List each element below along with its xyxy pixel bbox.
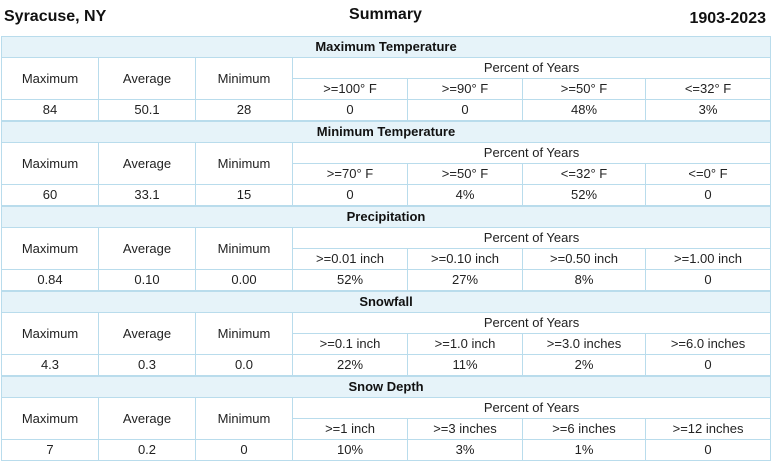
threshold-label: >=12 inches (644, 418, 771, 440)
value-cell: 22% (292, 354, 408, 376)
value-cell: 0 (195, 439, 293, 461)
percent-of-years-label: Percent of Years (292, 142, 771, 164)
stat-label: Minimum (195, 312, 293, 355)
value-cell: 0 (292, 184, 408, 206)
threshold-label: >=0.01 inch (292, 248, 408, 270)
stat-label: Minimum (195, 227, 293, 270)
section-title: Snow Depth (0, 376, 771, 398)
section-title: Minimum Temperature (1, 121, 771, 143)
value-cell: 0 (644, 354, 771, 376)
threshold-label: <=32° F (522, 163, 646, 185)
threshold-label: >=6.0 inches (644, 333, 771, 355)
value-cell: 3% (644, 99, 771, 121)
table-row: 7 0.2 0 10% 3% 1% 0 (1, 439, 771, 461)
page-header: Syracuse, NY Summary 1903-2023 (0, 0, 771, 36)
location-label: Syracuse, NY (4, 8, 107, 25)
section-title: Snowfall (0, 291, 771, 313)
value-cell: 50.1 (98, 99, 196, 121)
value-cell: 0.84 (1, 269, 99, 291)
percent-of-years-label: Percent of Years (291, 57, 771, 79)
page-title: Summary (349, 6, 422, 23)
value-cell: 4.3 (1, 354, 99, 376)
value-cell: 28 (195, 99, 293, 121)
value-cell: 0.3 (98, 354, 196, 376)
threshold-label: <=32° F (644, 78, 771, 100)
threshold-label: >=0.10 inch (407, 248, 523, 270)
value-cell: 11% (407, 354, 523, 376)
stat-label: Average (98, 397, 196, 440)
value-cell: 3% (407, 439, 523, 461)
value-cell: 0.2 (98, 439, 196, 461)
precipitation-table: Precipitation Maximum Average Minimum Percen… (0, 206, 771, 291)
percent-of-years-label: Percent of Years (291, 312, 771, 334)
stat-label: Average (98, 142, 196, 185)
threshold-label: >=50° F (522, 78, 646, 100)
year-range: 1903-2023 (689, 10, 766, 27)
stat-label: Maximum (1, 142, 99, 185)
value-cell: 48% (522, 99, 646, 121)
stat-label: Maximum (1, 227, 99, 270)
snowfall-table: Snowfall Maximum Average Minimum Percent of … (0, 291, 771, 376)
percent-of-years-label: Percent of Years (291, 227, 771, 249)
value-cell: 33.1 (98, 184, 196, 206)
table-row: 0.84 0.10 0.00 52% 27% 8% 0 (1, 269, 771, 291)
stat-label: Minimum (195, 142, 293, 185)
threshold-label: >=0.1 inch (292, 333, 408, 355)
stat-label: Maximum (1, 312, 99, 355)
threshold-label: >=50° F (407, 163, 523, 185)
value-cell: 0.10 (98, 269, 196, 291)
stat-label: Minimum (195, 397, 293, 440)
threshold-label: >=1.00 inch (644, 248, 771, 270)
value-cell: 0.00 (195, 269, 293, 291)
threshold-label: >=1.0 inch (407, 333, 523, 355)
value-cell: 84 (1, 99, 99, 121)
stat-label: Average (98, 312, 196, 355)
stat-label: Minimum (195, 57, 293, 100)
stat-label: Average (98, 227, 196, 270)
value-cell: 52% (292, 269, 408, 291)
summary-tables: Maximum Temperature Maximum Average Minimum… (0, 36, 771, 461)
stat-label: Maximum (1, 57, 99, 100)
section-title: Maximum Temperature (0, 36, 771, 58)
value-cell: 0 (645, 184, 771, 206)
value-cell: 4% (407, 184, 523, 206)
threshold-label: >=0.50 inch (522, 248, 646, 270)
value-cell: 27% (407, 269, 523, 291)
value-cell: 2% (522, 354, 646, 376)
value-cell: 0.0 (195, 354, 293, 376)
threshold-label: >=100° F (292, 78, 408, 100)
threshold-label: >=3.0 inches (522, 333, 646, 355)
threshold-label: >=90° F (407, 78, 523, 100)
snow-depth-table: Snow Depth Maximum Average Minimum Percent o… (0, 376, 771, 461)
minimum-temperature-table: Minimum Temperature Maximum Average Minimum… (1, 121, 771, 206)
value-cell: 7 (1, 439, 99, 461)
stat-label: Average (98, 57, 196, 100)
value-cell: 52% (522, 184, 646, 206)
table-row: 4.3 0.3 0.0 22% 11% 2% 0 (1, 354, 771, 376)
threshold-label: >=6 inches (522, 418, 646, 440)
value-cell: 8% (522, 269, 646, 291)
threshold-label: >=70° F (292, 163, 408, 185)
stat-label: Maximum (1, 397, 99, 440)
table-row: 60 33.1 15 0 4% 52% 0 (1, 184, 771, 206)
threshold-label: >=3 inches (407, 418, 523, 440)
percent-of-years-label: Percent of Years (291, 397, 771, 419)
value-cell: 15 (195, 184, 293, 206)
value-cell: 1% (522, 439, 646, 461)
value-cell: 0 (292, 99, 408, 121)
section-title: Precipitation (0, 206, 771, 228)
value-cell: 10% (292, 439, 408, 461)
maximum-temperature-table: Maximum Temperature Maximum Average Minimum… (0, 36, 771, 121)
table-row: 84 50.1 28 0 0 48% 3% (1, 99, 771, 121)
value-cell: 0 (644, 439, 771, 461)
value-cell: 0 (644, 269, 771, 291)
threshold-label: <=0° F (645, 163, 771, 185)
threshold-label: >=1 inch (292, 418, 408, 440)
value-cell: 0 (407, 99, 523, 121)
value-cell: 60 (1, 184, 99, 206)
